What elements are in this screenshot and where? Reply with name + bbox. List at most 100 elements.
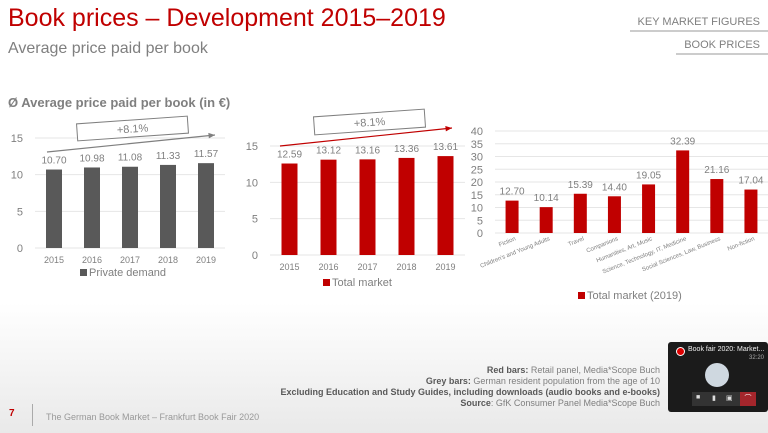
x-tick-label: 2018 bbox=[158, 255, 178, 265]
data-label: 10.70 bbox=[41, 156, 66, 167]
x-tick-label: 2017 bbox=[357, 262, 377, 272]
popup-title: Book fair 2020: Market... bbox=[688, 346, 765, 353]
y-tick-label: 0 bbox=[477, 228, 483, 240]
data-label: 13.12 bbox=[316, 146, 341, 157]
y-tick-label: 15 bbox=[11, 133, 23, 145]
footer-text: The German Book Market – Frankfurt Book … bbox=[46, 412, 260, 422]
data-label: 10.14 bbox=[534, 193, 559, 204]
growth-label: +8.1% bbox=[116, 122, 148, 136]
data-label: 11.57 bbox=[194, 149, 219, 160]
y-tick-label: 15 bbox=[471, 190, 483, 202]
video-call-popup[interactable]: Book fair 2020: Market... 32:20 ■ ▮ ▣ ⌒ bbox=[668, 342, 768, 412]
y-tick-label: 30 bbox=[471, 152, 483, 164]
data-label: 12.59 bbox=[277, 150, 302, 161]
bar bbox=[281, 163, 298, 255]
section-title: Ø Average price paid per book (in €) bbox=[8, 95, 231, 110]
data-label: 15.39 bbox=[568, 180, 593, 191]
data-label: 32.39 bbox=[670, 136, 695, 147]
bar bbox=[539, 207, 553, 233]
x-tick-label: 2019 bbox=[196, 255, 216, 265]
bar bbox=[46, 169, 62, 248]
data-label: 21.16 bbox=[704, 165, 729, 176]
x-tick-label: 2015 bbox=[279, 262, 299, 272]
data-label: 17.04 bbox=[738, 176, 763, 187]
y-tick-label: 10 bbox=[471, 203, 483, 215]
call-controls bbox=[692, 392, 752, 406]
bar bbox=[359, 159, 376, 255]
y-tick-label: 0 bbox=[252, 250, 258, 262]
bar bbox=[505, 200, 519, 233]
note-red-bars: Red bars: Retail panel, Media*Scope Buch bbox=[486, 365, 660, 375]
bar bbox=[198, 163, 214, 248]
x-tick-label: 2016 bbox=[318, 262, 338, 272]
bar bbox=[607, 196, 621, 233]
legend-swatch bbox=[323, 279, 330, 286]
legend-swatch bbox=[578, 292, 585, 299]
x-tick-label: 2017 bbox=[120, 255, 140, 265]
x-tick-label: Travel bbox=[568, 236, 586, 248]
note-source: Source: GfK Consumer Panel Media*Scope B… bbox=[460, 398, 660, 408]
avatar bbox=[705, 363, 729, 387]
nav-book-prices[interactable]: BOOK PRICES bbox=[676, 39, 768, 55]
nav-key-market-figures[interactable]: KEY MARKET FIGURES bbox=[629, 16, 768, 32]
arrowhead-icon bbox=[445, 125, 452, 132]
trend-arrow bbox=[46, 134, 216, 153]
bar bbox=[398, 157, 415, 255]
page-number: 7 bbox=[9, 408, 15, 419]
note-exclusions: Excluding Education and Study Guides, in… bbox=[280, 387, 660, 397]
footer-divider bbox=[32, 404, 33, 426]
bar bbox=[122, 166, 138, 248]
bar bbox=[437, 156, 454, 255]
y-tick-label: 10 bbox=[11, 170, 23, 182]
bar bbox=[642, 184, 656, 233]
data-label: 13.36 bbox=[394, 144, 419, 155]
page-title: Book prices – Development 2015–2019 bbox=[8, 4, 446, 32]
y-tick-label: 0 bbox=[17, 243, 23, 255]
share-screen-icon[interactable]: ▣ bbox=[726, 395, 733, 402]
y-tick-label: 25 bbox=[471, 164, 483, 176]
growth-box bbox=[312, 108, 427, 136]
record-icon bbox=[676, 347, 685, 356]
arrowhead-icon bbox=[208, 132, 215, 139]
y-tick-label: 5 bbox=[477, 215, 483, 227]
legend-swatch bbox=[80, 269, 87, 276]
x-tick-label: 2019 bbox=[435, 262, 455, 272]
legend-label: Total market bbox=[332, 277, 392, 289]
data-label: 12.70 bbox=[500, 187, 525, 198]
camera-icon[interactable]: ■ bbox=[696, 394, 701, 401]
bar bbox=[744, 189, 758, 233]
growth-box bbox=[76, 115, 189, 142]
x-tick-label: 2018 bbox=[396, 262, 416, 272]
data-label: 11.08 bbox=[118, 153, 143, 164]
trend-arrow bbox=[279, 127, 453, 147]
y-tick-label: 15 bbox=[246, 141, 258, 153]
y-tick-label: 5 bbox=[252, 214, 258, 226]
y-tick-label: 40 bbox=[471, 126, 483, 138]
data-label: 10.98 bbox=[79, 153, 104, 164]
bar bbox=[676, 150, 690, 233]
microphone-icon[interactable]: ▮ bbox=[712, 395, 716, 402]
data-label: 11.33 bbox=[156, 151, 181, 162]
legend-label: Total market (2019) bbox=[587, 290, 682, 302]
bar bbox=[710, 179, 724, 233]
hang-up-icon[interactable]: ⌒ bbox=[740, 392, 756, 406]
x-tick-label: Fiction bbox=[498, 236, 517, 248]
data-label: 13.61 bbox=[433, 142, 458, 153]
data-label: 14.40 bbox=[602, 182, 627, 193]
bar bbox=[573, 193, 587, 233]
note-grey-bars: Grey bars: German resident population fr… bbox=[425, 376, 660, 386]
x-tick-label: Non-fiction bbox=[727, 236, 756, 252]
page-subtitle: Average price paid per book bbox=[8, 40, 208, 57]
data-label: 19.05 bbox=[636, 170, 661, 181]
popup-time: 32:20 bbox=[748, 355, 764, 361]
bar bbox=[320, 159, 337, 255]
x-tick-label: 2015 bbox=[44, 255, 64, 265]
y-tick-label: 35 bbox=[471, 139, 483, 151]
y-tick-label: 5 bbox=[17, 206, 23, 218]
bar bbox=[84, 167, 100, 248]
y-tick-label: 10 bbox=[246, 177, 258, 189]
data-label: 13.16 bbox=[355, 145, 380, 156]
legend-label: Private demand bbox=[89, 267, 166, 279]
x-tick-label: 2016 bbox=[82, 255, 102, 265]
